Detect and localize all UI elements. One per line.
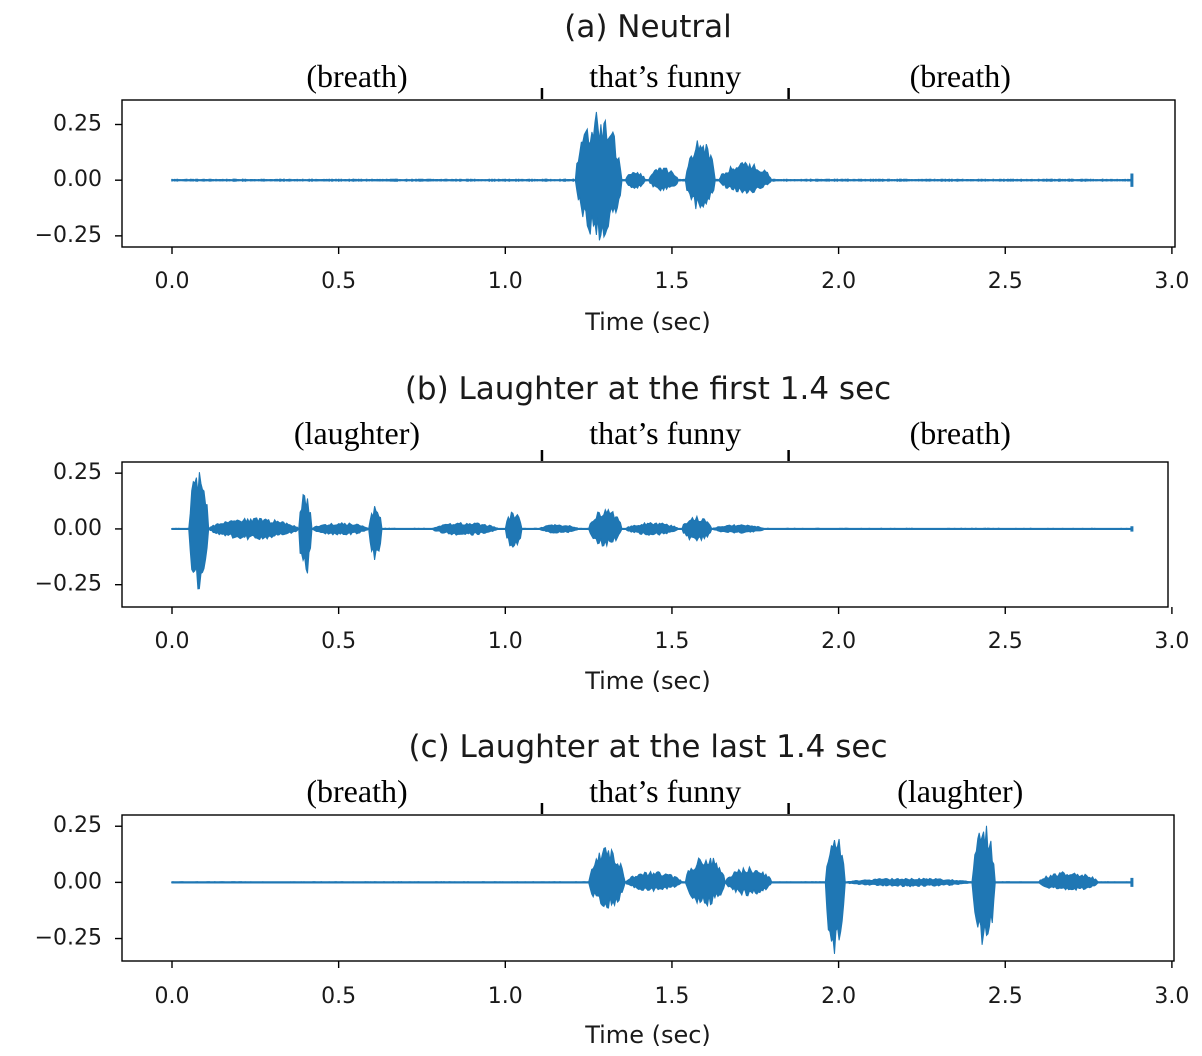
waveform-burst [1037, 871, 1100, 892]
waveform-burst [208, 517, 300, 541]
y-tick-label: 0.00 [53, 516, 102, 541]
waveform-burst [971, 825, 996, 945]
plot-frame [121, 99, 1176, 248]
x-axis-ticks [171, 961, 1173, 968]
y-tick-label: 0.25 [53, 112, 102, 137]
y-tick-label: 0.25 [53, 813, 102, 838]
waveform-burst [684, 857, 726, 908]
waveform [171, 472, 1134, 590]
y-tick-label: 0.25 [53, 460, 102, 485]
waveform-burst [431, 521, 500, 536]
segment-label: that’s funny [589, 773, 741, 809]
panel-title: (a) Neutral [564, 9, 731, 45]
waveform-burst [710, 524, 767, 534]
panel-title: (b) Laughter at the first 1.4 sec [405, 371, 891, 407]
x-axis-label: Time (sec) [584, 667, 711, 695]
waveform-burst [684, 140, 716, 210]
y-axis-ticks [115, 123, 122, 237]
waveform-burst [188, 472, 210, 590]
x-axis-ticks [171, 607, 1173, 614]
x-tick-label: 1.5 [654, 629, 689, 654]
plot-frame [121, 814, 1175, 962]
y-tick-label: −0.25 [35, 926, 102, 951]
waveform-burst [624, 870, 683, 893]
y-tick-label: −0.25 [35, 223, 102, 248]
x-tick-label: 1.5 [654, 984, 689, 1009]
segment-label: (laughter) [897, 773, 1023, 809]
waveform-burst [537, 523, 580, 534]
y-tick-label: −0.25 [35, 572, 102, 597]
panel-laughter-first: (b) Laughter at the first 1.4 sec (laugh… [35, 371, 1190, 695]
segment-label: (breath) [306, 773, 407, 809]
segment-label: (breath) [910, 415, 1011, 451]
waveform-burst [504, 511, 523, 548]
x-tick-label: 3.0 [1154, 269, 1189, 294]
x-tick-label: 3.0 [1154, 984, 1189, 1009]
panel-title: (c) Laughter at the last 1.4 sec [408, 729, 887, 765]
panel-neutral: (a) Neutral (breath) that’s funny (breat… [35, 9, 1190, 336]
waveform-burst [311, 521, 370, 536]
waveform-burst [717, 161, 773, 195]
x-tick-label: 1.5 [654, 269, 689, 294]
x-tick-label: 0.0 [155, 269, 190, 294]
waveform-burst [368, 506, 383, 560]
x-tick-label: 0.5 [321, 984, 356, 1009]
waveform-burst [588, 846, 626, 909]
waveform-burst [824, 838, 846, 954]
y-axis-ticks [115, 825, 122, 940]
y-axis-ticks [115, 472, 122, 586]
waveform [171, 825, 1134, 954]
x-axis-label: Time (sec) [584, 308, 711, 336]
segment-label: that’s funny [589, 415, 741, 451]
x-tick-label: 2.5 [988, 629, 1023, 654]
x-tick-label: 0.0 [155, 984, 190, 1009]
x-tick-label: 2.0 [821, 629, 856, 654]
x-tick-label: 0.0 [155, 629, 190, 654]
panel-laughter-last: (c) Laughter at the last 1.4 sec (breath… [35, 729, 1190, 1049]
x-tick-label: 2.0 [821, 269, 856, 294]
waveform-burst [681, 514, 713, 542]
x-tick-label: 0.5 [321, 269, 356, 294]
segment-label: (laughter) [294, 415, 420, 451]
x-tick-label: 1.0 [488, 269, 523, 294]
waveform [171, 111, 1134, 241]
x-tick-label: 0.5 [321, 629, 356, 654]
waveform-burst [843, 877, 974, 888]
waveform-burst [648, 167, 680, 192]
y-tick-label: 0.00 [53, 167, 102, 192]
segment-label: (breath) [910, 58, 1011, 94]
plot-frame [121, 461, 1169, 608]
y-tick-label: 0.00 [53, 869, 102, 894]
segment-dividers [540, 450, 790, 461]
waveform-burst [624, 521, 680, 536]
x-tick-label: 2.5 [988, 269, 1023, 294]
x-tick-label: 1.0 [488, 629, 523, 654]
waveform-burst [724, 865, 773, 897]
waveform-burst [298, 493, 313, 574]
segment-dividers [540, 88, 790, 99]
x-axis-label: Time (sec) [584, 1021, 711, 1049]
x-tick-label: 1.0 [488, 984, 523, 1009]
waveform-burst [624, 171, 646, 190]
x-tick-label: 3.0 [1154, 629, 1189, 654]
waveform-burst [574, 111, 623, 241]
segment-label: that’s funny [589, 58, 741, 94]
x-tick-label: 2.5 [988, 984, 1023, 1009]
segment-dividers [540, 803, 790, 814]
waveform-burst [588, 508, 623, 548]
segment-label: (breath) [306, 58, 407, 94]
x-axis-ticks [171, 247, 1173, 254]
x-tick-label: 2.0 [821, 984, 856, 1009]
